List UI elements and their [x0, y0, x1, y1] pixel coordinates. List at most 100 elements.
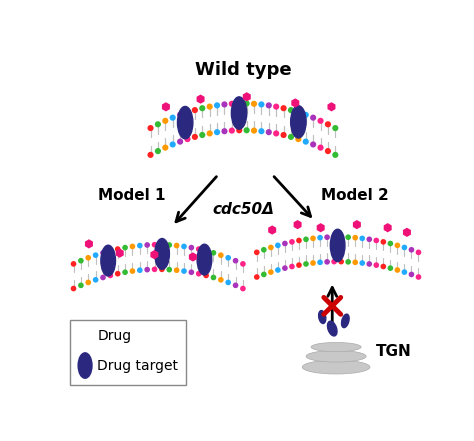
Circle shape: [296, 262, 302, 268]
Text: Model 1: Model 1: [98, 188, 165, 203]
Polygon shape: [116, 248, 124, 258]
Ellipse shape: [155, 239, 169, 269]
Circle shape: [129, 268, 135, 274]
Circle shape: [310, 142, 316, 148]
Circle shape: [261, 272, 267, 277]
Circle shape: [108, 273, 113, 278]
Circle shape: [155, 148, 161, 154]
Circle shape: [225, 255, 231, 261]
Circle shape: [199, 105, 205, 111]
Circle shape: [310, 235, 316, 241]
Circle shape: [225, 280, 231, 285]
Circle shape: [346, 259, 351, 265]
Circle shape: [352, 259, 358, 265]
Polygon shape: [317, 223, 325, 232]
Circle shape: [331, 234, 337, 240]
Circle shape: [261, 247, 267, 253]
Circle shape: [221, 128, 228, 135]
Circle shape: [145, 242, 150, 248]
Circle shape: [324, 234, 330, 240]
Circle shape: [401, 269, 407, 275]
Circle shape: [221, 101, 228, 108]
Polygon shape: [162, 102, 170, 112]
Circle shape: [207, 131, 213, 137]
Circle shape: [346, 234, 351, 240]
Circle shape: [203, 248, 209, 254]
Polygon shape: [353, 220, 361, 229]
Polygon shape: [189, 252, 197, 262]
Circle shape: [359, 235, 365, 241]
Circle shape: [162, 118, 168, 124]
Ellipse shape: [291, 106, 306, 138]
Text: TGN: TGN: [376, 344, 412, 359]
Ellipse shape: [302, 360, 370, 374]
Circle shape: [374, 262, 379, 268]
Circle shape: [159, 242, 165, 247]
Text: Drug target: Drug target: [97, 359, 178, 373]
Circle shape: [352, 235, 358, 240]
Circle shape: [244, 127, 250, 133]
Circle shape: [288, 107, 294, 113]
Circle shape: [273, 104, 279, 110]
Circle shape: [147, 125, 154, 131]
Circle shape: [137, 243, 143, 248]
Circle shape: [170, 115, 176, 121]
Circle shape: [416, 250, 421, 255]
Circle shape: [381, 264, 386, 269]
Circle shape: [240, 286, 246, 292]
Text: Drug: Drug: [97, 329, 131, 343]
Ellipse shape: [306, 351, 366, 362]
Circle shape: [394, 243, 400, 248]
Circle shape: [122, 269, 128, 275]
Circle shape: [310, 260, 316, 266]
Circle shape: [258, 101, 264, 108]
Circle shape: [229, 127, 235, 134]
Circle shape: [93, 252, 99, 258]
Circle shape: [282, 241, 288, 247]
Ellipse shape: [231, 97, 247, 129]
Circle shape: [189, 245, 194, 250]
Circle shape: [159, 266, 165, 272]
Circle shape: [184, 109, 191, 116]
Circle shape: [374, 238, 379, 243]
Circle shape: [71, 286, 76, 292]
Circle shape: [296, 238, 302, 243]
Circle shape: [303, 236, 309, 242]
Circle shape: [295, 136, 301, 142]
Circle shape: [409, 272, 414, 277]
Circle shape: [210, 250, 216, 256]
Circle shape: [303, 112, 309, 118]
Circle shape: [338, 259, 344, 265]
Circle shape: [196, 246, 201, 252]
Circle shape: [233, 283, 238, 288]
Circle shape: [288, 134, 294, 140]
Circle shape: [317, 259, 323, 265]
Polygon shape: [383, 223, 392, 232]
Circle shape: [122, 245, 128, 250]
Circle shape: [331, 259, 337, 265]
Ellipse shape: [197, 244, 212, 275]
Circle shape: [108, 248, 113, 254]
Polygon shape: [243, 92, 251, 101]
Circle shape: [268, 269, 273, 275]
Circle shape: [192, 107, 198, 113]
Circle shape: [275, 243, 281, 248]
Circle shape: [282, 265, 288, 271]
Circle shape: [181, 268, 187, 274]
Circle shape: [137, 267, 143, 273]
Polygon shape: [328, 102, 336, 112]
Text: cdc50Δ: cdc50Δ: [212, 202, 274, 217]
Circle shape: [100, 275, 106, 280]
Ellipse shape: [311, 343, 361, 351]
Polygon shape: [197, 94, 205, 104]
Circle shape: [303, 138, 309, 145]
Circle shape: [85, 255, 91, 261]
Polygon shape: [403, 228, 411, 237]
Ellipse shape: [101, 245, 116, 276]
Ellipse shape: [342, 314, 349, 328]
Circle shape: [318, 145, 324, 151]
Circle shape: [266, 102, 272, 108]
Circle shape: [189, 269, 194, 275]
Circle shape: [332, 125, 338, 131]
Circle shape: [229, 101, 235, 107]
